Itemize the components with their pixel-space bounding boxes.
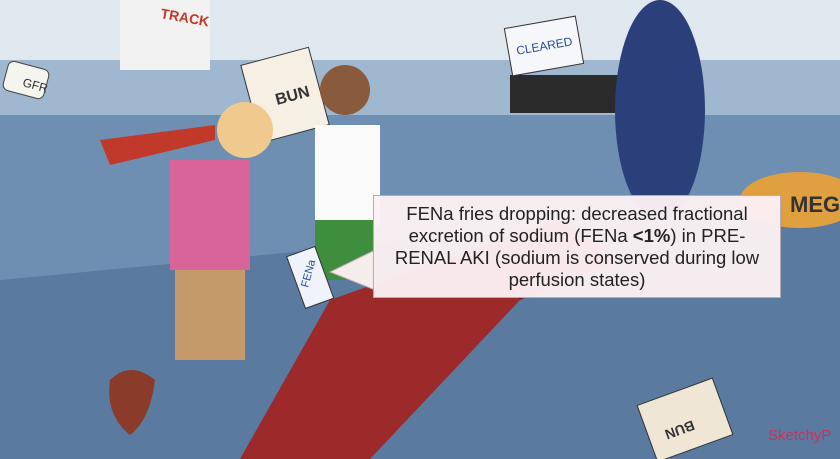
girl-head (320, 65, 370, 115)
watermark: SketchyP (768, 427, 831, 444)
boy-head (217, 102, 273, 158)
kidney (109, 370, 155, 435)
callout-bold: <1% (632, 224, 671, 246)
callout-text: FENa fries dropping: decreased fractiona… (384, 203, 770, 291)
gfr-label: GFR (21, 75, 49, 95)
conveyor (240, 250, 520, 459)
callout-text-start: FENa fries dropping: decreased fractiona… (406, 202, 748, 246)
fena-bag (286, 245, 335, 310)
gfr-cup (2, 60, 50, 100)
callout-text-end: ) in PRE-RENAL AKI (sodium is conserved … (394, 224, 760, 290)
boy-shirt (170, 160, 250, 270)
girl-shirt (315, 125, 380, 225)
bun-bag-floor (636, 377, 734, 459)
cashier-body (615, 0, 705, 220)
boy-shorts (175, 270, 245, 360)
callout: FENa fries dropping: decreased fractiona… (373, 195, 781, 298)
screen-sign (503, 15, 585, 77)
register (510, 75, 625, 113)
runner-shirt (120, 0, 210, 70)
sign-label: MEGAK (790, 192, 840, 217)
spray (100, 125, 215, 165)
